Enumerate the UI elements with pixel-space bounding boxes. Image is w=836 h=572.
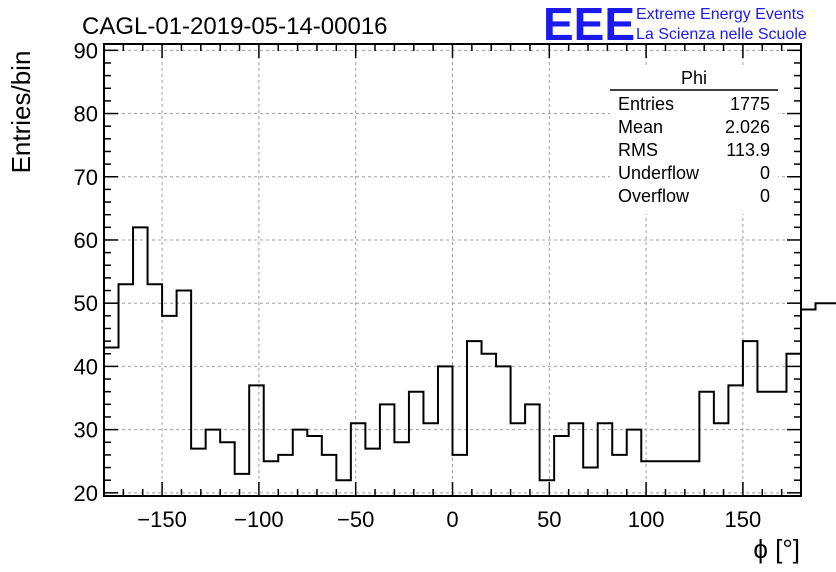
histogram-bin: [148, 284, 163, 496]
histogram-bin: [728, 385, 743, 496]
stats-row-value: 2.026: [725, 117, 770, 137]
stats-title: Phi: [681, 68, 707, 88]
stats-row-label: Overflow: [618, 186, 690, 206]
y-tick-label: 40: [74, 354, 98, 379]
axes: −150 −100 −50 0 50 100 150 20 30 40 50 60 70 80 90: [74, 38, 802, 532]
histogram-bin: [714, 423, 729, 496]
y-tick-label: 80: [74, 102, 98, 127]
histogram-bin: [496, 366, 511, 496]
x-tick-label: 100: [628, 507, 665, 532]
histogram-bin: [365, 449, 380, 496]
histogram-bars: [103, 226, 836, 496]
histogram-bin: [540, 480, 555, 496]
histogram-bin: [656, 461, 671, 496]
x-tick-label: 150: [725, 507, 762, 532]
histogram-bin: [830, 303, 836, 496]
histogram-bin: [743, 341, 758, 496]
brand-line-1: Extreme Energy Events: [636, 6, 804, 23]
histogram-bin: [525, 404, 540, 496]
stats-box: Phi Entries 1775 Mean 2.026 RMS 113.9 Underflow…: [610, 66, 778, 214]
stats-row-label: RMS: [618, 140, 658, 160]
histogram-bin: [235, 474, 250, 496]
stats-row-value: 1775: [730, 94, 770, 114]
y-tick-label: 50: [74, 291, 98, 316]
histogram-bin: [467, 341, 482, 496]
histogram-bin: [220, 442, 235, 496]
brand-line-2: La Scienza nelle Scuole: [636, 26, 807, 43]
histogram-bin: [685, 461, 700, 496]
histogram-bin: [307, 436, 322, 496]
histogram-bin: [612, 455, 627, 496]
stats-row-label: Entries: [618, 94, 674, 114]
stats-row-label: Underflow: [618, 163, 700, 183]
histogram-bin: [627, 430, 642, 496]
histogram-bin: [249, 385, 264, 496]
histogram-bin: [133, 227, 148, 496]
chart-title: CAGL-01-2019-05-14-00016: [82, 13, 388, 40]
x-tick-label: 50: [537, 507, 561, 532]
stats-row-value: 0: [760, 163, 770, 183]
histogram-bin: [569, 423, 584, 496]
histogram-bin: [206, 430, 221, 496]
y-tick-label: 90: [74, 38, 98, 63]
histogram-bin: [772, 392, 787, 496]
histogram-bin: [801, 310, 816, 496]
x-tick-label: 0: [446, 507, 458, 532]
histogram-bin: [351, 423, 366, 496]
histogram-bin: [177, 291, 192, 496]
histogram-bin: [278, 455, 293, 496]
histogram-bin: [293, 430, 308, 496]
x-tick-label: −150: [137, 507, 187, 532]
y-tick-label: 60: [74, 228, 98, 253]
histogram-bin: [670, 461, 685, 496]
eee-branding: EEE Extreme Energy Events La Scienza nel…: [543, 0, 807, 50]
x-axis-label: ϕ [°]: [753, 534, 800, 564]
stats-row-value: 113.9: [726, 140, 770, 160]
y-axis-label: Entries/bin: [6, 51, 36, 174]
histogram-bin: [438, 366, 453, 496]
histogram-bin: [583, 468, 598, 496]
histogram-bin: [191, 449, 206, 496]
y-tick-label: 20: [74, 481, 98, 506]
histogram-bin: [453, 455, 468, 496]
histogram-bin: [511, 423, 526, 496]
histogram-bin: [264, 461, 279, 496]
histogram-bin: [162, 316, 177, 496]
stats-row-value: 0: [760, 186, 770, 206]
histogram-bin: [699, 392, 714, 496]
histogram-outline: [103, 226, 836, 496]
eee-logo: EEE: [543, 0, 635, 50]
x-tick-label: −50: [337, 507, 374, 532]
histogram-bin: [423, 423, 438, 496]
histogram-bin: [598, 423, 613, 496]
histogram-bin: [757, 392, 772, 496]
histogram-bin: [641, 461, 656, 496]
y-tick-label: 70: [74, 165, 98, 190]
histogram-bin: [409, 392, 424, 496]
histogram-bin: [394, 442, 409, 496]
x-tick-label: −100: [234, 507, 284, 532]
histogram-bin: [816, 303, 831, 496]
histogram-bin: [104, 347, 119, 496]
histogram-bin: [322, 455, 337, 496]
y-tick-label: 30: [74, 418, 98, 443]
histogram-bin: [482, 354, 497, 496]
histogram-bin: [119, 284, 134, 496]
histogram-bin: [786, 354, 801, 496]
histogram-bin: [380, 404, 395, 496]
histogram-bin: [554, 436, 569, 496]
stats-row-label: Mean: [618, 117, 663, 137]
histogram-bin: [336, 480, 351, 496]
